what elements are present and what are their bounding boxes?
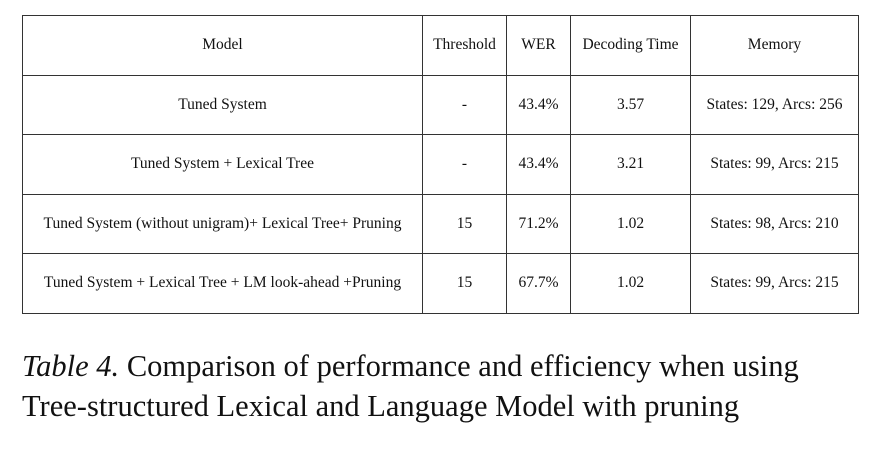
cell-threshold: - xyxy=(422,134,507,195)
table-header-row: Model Threshold WER Decoding Time Memory xyxy=(22,15,859,76)
header-threshold: Threshold xyxy=(422,15,507,76)
caption-text-1: Comparison of performance and efficiency… xyxy=(126,349,799,383)
cell-memory: States: 99, Arcs: 215 xyxy=(690,134,859,195)
header-decoding-time: Decoding Time xyxy=(570,15,691,76)
cell-threshold: 15 xyxy=(422,193,507,254)
table-row: Tuned System + Lexical Tree - 43.4% 3.21… xyxy=(22,134,859,195)
cell-memory: States: 129, Arcs: 256 xyxy=(690,74,859,135)
cell-model: Tuned System xyxy=(22,74,423,135)
cell-wer: 71.2% xyxy=(506,193,571,254)
cell-threshold: 15 xyxy=(422,253,507,314)
cell-memory: States: 99, Arcs: 215 xyxy=(690,253,859,314)
caption-line-1: Table 4. Comparison of performance and e… xyxy=(22,346,872,386)
cell-threshold: - xyxy=(422,74,507,135)
cell-wer: 67.7% xyxy=(506,253,571,314)
cell-wer: 43.4% xyxy=(506,74,571,135)
cell-wer: 43.4% xyxy=(506,134,571,195)
table-row: Tuned System (without unigram)+ Lexical … xyxy=(22,193,859,254)
table-row: Tuned System + Lexical Tree + LM look-ah… xyxy=(22,253,859,314)
cell-decoding-time: 1.02 xyxy=(570,253,691,314)
header-memory: Memory xyxy=(690,15,859,76)
cell-decoding-time: 3.57 xyxy=(570,74,691,135)
header-model: Model xyxy=(22,15,423,76)
cell-model: Tuned System (without unigram)+ Lexical … xyxy=(22,193,423,254)
caption-label: Table 4. xyxy=(22,349,120,383)
cell-decoding-time: 1.02 xyxy=(570,193,691,254)
table-row: Tuned System - 43.4% 3.57 States: 129, A… xyxy=(22,74,859,135)
cell-model: Tuned System + Lexical Tree + LM look-ah… xyxy=(22,253,423,314)
caption-text-2: Tree-structured Lexical and Language Mod… xyxy=(22,389,740,423)
table-caption: Table 4. Comparison of performance and e… xyxy=(22,346,872,426)
cell-memory: States: 98, Arcs: 210 xyxy=(690,193,859,254)
cell-decoding-time: 3.21 xyxy=(570,134,691,195)
results-table: Model Threshold WER Decoding Time Memory… xyxy=(22,15,859,314)
header-wer: WER xyxy=(506,15,571,76)
cell-model: Tuned System + Lexical Tree xyxy=(22,134,423,195)
